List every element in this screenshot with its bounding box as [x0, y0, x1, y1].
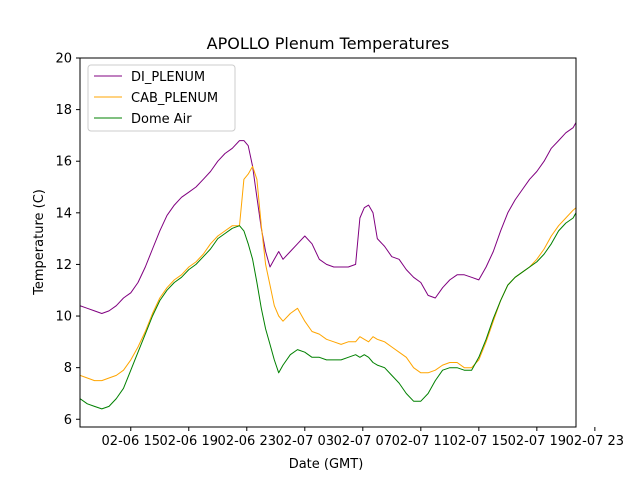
x-tick-label: 02-07 03 [276, 434, 334, 449]
plot-frame [79, 57, 577, 428]
legend-label: CAB_PLENUM [131, 91, 218, 106]
series-layer [80, 122, 576, 410]
x-axis: 02-06 15 02-06 19 02-06 23 02-07 03 02-07 07… [102, 427, 624, 449]
y-axis: 6 8 10 12 14 16 18 20 [55, 52, 80, 428]
x-tick-label: 02-06 15 [102, 434, 160, 449]
x-tick-label: 02-07 23 [566, 434, 624, 449]
y-tick-label: 12 [55, 258, 72, 273]
y-tick-label: 14 [55, 206, 72, 221]
x-tick-label: 02-06 19 [160, 434, 218, 449]
series-line-di-plenum [80, 122, 576, 314]
legend-label: DI_PLENUM [131, 70, 205, 85]
x-tick-label: 02-07 15 [450, 434, 508, 449]
y-tick-label: 8 [64, 361, 72, 376]
series-line-cab-plenum [80, 165, 576, 382]
legend-box [87, 64, 236, 132]
x-axis-label: Date (GMT) [289, 457, 364, 472]
y-axis-label: Temperature (C) [32, 189, 47, 296]
x-tick-label: 02-07 19 [508, 434, 566, 449]
x-tick-label: 02-07 07 [334, 434, 392, 449]
x-tick-label: 02-07 11 [392, 434, 450, 449]
series-line-dome-air [80, 212, 576, 410]
legend-label: Dome Air [131, 112, 192, 127]
y-tick-label: 18 [55, 103, 72, 118]
y-tick-label: 6 [64, 413, 72, 428]
legend: DI_PLENUM CAB_PLENUM Dome Air [87, 64, 236, 132]
chart-title: APOLLO Plenum Temperatures [207, 34, 450, 53]
y-tick-label: 20 [55, 52, 72, 67]
y-tick-label: 10 [55, 310, 72, 325]
y-tick-label: 16 [55, 155, 72, 170]
x-tick-label: 02-06 23 [218, 434, 276, 449]
